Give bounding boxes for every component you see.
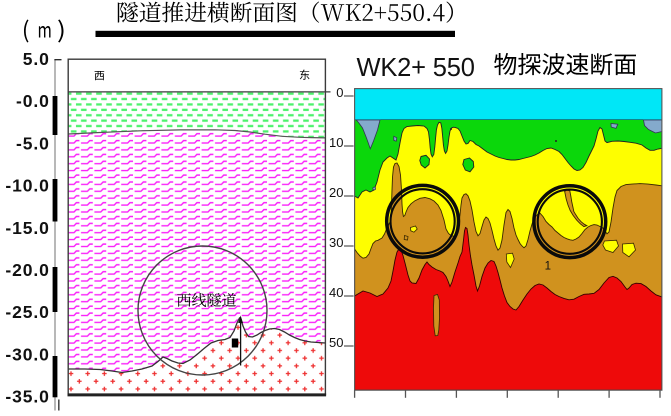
svg-text:-10.0: -10.0 xyxy=(5,176,49,196)
svg-text:-15.0: -15.0 xyxy=(5,218,49,238)
svg-text:0: 0 xyxy=(336,85,343,100)
svg-text:-35.0: -35.0 xyxy=(5,387,49,407)
svg-text:1: 1 xyxy=(545,261,551,273)
svg-text:5.0: 5.0 xyxy=(23,49,50,69)
svg-text:-30.0: -30.0 xyxy=(5,344,49,364)
svg-text:-25.0: -25.0 xyxy=(5,302,49,322)
svg-text:WK2+ 550: WK2+ 550 xyxy=(357,54,475,82)
svg-text:10: 10 xyxy=(329,135,343,150)
svg-text:-5.0: -5.0 xyxy=(16,133,50,153)
svg-text:40: 40 xyxy=(329,285,343,300)
svg-text:20: 20 xyxy=(329,185,343,200)
svg-text:30: 30 xyxy=(329,235,343,250)
svg-text:-20.0: -20.0 xyxy=(5,260,49,280)
svg-text:50: 50 xyxy=(329,335,343,350)
svg-text:-0.0: -0.0 xyxy=(16,91,50,111)
